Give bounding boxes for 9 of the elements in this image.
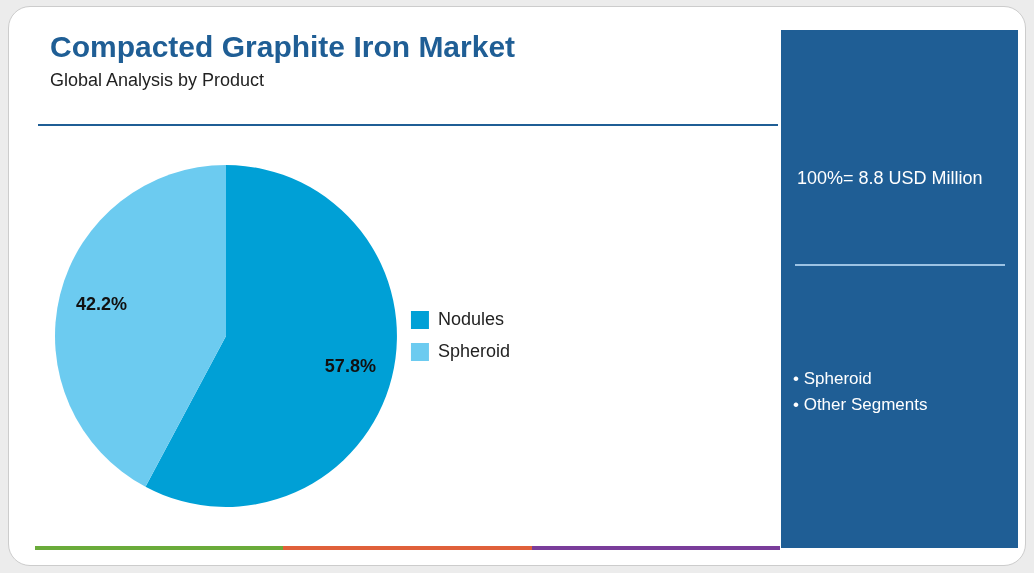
chart-subtitle: Global Analysis by Product [50, 70, 265, 91]
legend-label: Spheroid [437, 340, 511, 361]
legend-label: Nodules [437, 308, 504, 329]
text: 100%= 8.8 USD Million [797, 167, 984, 190]
text: • Other Segments [793, 394, 928, 416]
text: • Spheroid [793, 368, 873, 390]
chart-title: Compacted Graphite Iron Market [50, 30, 516, 64]
data-label: 42.2% [76, 293, 128, 314]
data-label: 57.8% [324, 356, 376, 377]
